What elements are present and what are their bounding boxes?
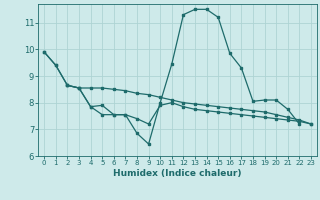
X-axis label: Humidex (Indice chaleur): Humidex (Indice chaleur) (113, 169, 242, 178)
